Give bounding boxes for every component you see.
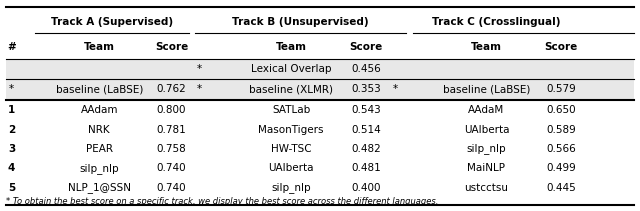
Text: MasonTigers: MasonTigers (259, 124, 324, 135)
Text: Team: Team (471, 42, 502, 53)
Text: silp_nlp: silp_nlp (467, 143, 506, 154)
Text: silp_nlp: silp_nlp (79, 163, 119, 174)
Text: Team: Team (84, 42, 115, 53)
Text: PEAR: PEAR (86, 144, 113, 154)
Text: 0.456: 0.456 (351, 64, 381, 74)
Text: *: * (197, 64, 202, 74)
Text: 0.400: 0.400 (351, 183, 381, 193)
Text: Score: Score (349, 42, 383, 53)
Bar (6, 79, 634, 100)
Text: baseline (XLMR): baseline (XLMR) (249, 84, 333, 94)
Text: 4: 4 (8, 163, 15, 173)
Text: 0.579: 0.579 (547, 84, 576, 94)
Text: 0.650: 0.650 (547, 105, 576, 115)
Text: Team: Team (276, 42, 307, 53)
Text: MaiNLP: MaiNLP (467, 163, 506, 173)
Text: UAlberta: UAlberta (463, 124, 509, 135)
Text: *: * (9, 84, 14, 94)
Text: 0.499: 0.499 (547, 163, 576, 173)
Text: *: * (393, 84, 398, 94)
Text: AAdaM: AAdaM (468, 105, 504, 115)
Text: 0.758: 0.758 (157, 144, 186, 154)
Text: 1: 1 (8, 105, 15, 115)
Text: *: * (197, 84, 202, 94)
Bar (6, 59, 634, 79)
Text: baseline (LaBSE): baseline (LaBSE) (56, 84, 143, 94)
Text: NRK: NRK (88, 124, 110, 135)
Text: AAdam: AAdam (81, 105, 118, 115)
Text: 0.566: 0.566 (547, 144, 576, 154)
Text: Track C (Crosslingual): Track C (Crosslingual) (432, 17, 560, 27)
Text: Score: Score (545, 42, 578, 53)
Text: Track A (Supervised): Track A (Supervised) (51, 17, 173, 27)
Text: SATLab: SATLab (272, 105, 310, 115)
Text: 0.762: 0.762 (157, 84, 186, 94)
Text: 0.482: 0.482 (351, 144, 381, 154)
Text: Track B (Unsupervised): Track B (Unsupervised) (232, 17, 369, 27)
Text: * To obtain the best score on a specific track, we display the best score across: * To obtain the best score on a specific… (6, 197, 439, 206)
Text: 0.543: 0.543 (351, 105, 381, 115)
Text: NLP_1@SSN: NLP_1@SSN (68, 182, 131, 193)
Text: 2: 2 (8, 124, 15, 135)
Text: baseline (LaBSE): baseline (LaBSE) (443, 84, 530, 94)
Text: 0.800: 0.800 (157, 105, 186, 115)
Text: Score: Score (155, 42, 188, 53)
Text: 5: 5 (8, 183, 15, 193)
Text: 0.781: 0.781 (157, 124, 186, 135)
Text: HW-TSC: HW-TSC (271, 144, 312, 154)
Text: 0.353: 0.353 (351, 84, 381, 94)
Text: 0.740: 0.740 (157, 183, 186, 193)
Text: 0.481: 0.481 (351, 163, 381, 173)
Text: 0.589: 0.589 (547, 124, 576, 135)
Text: #: # (7, 42, 16, 53)
Text: 0.740: 0.740 (157, 163, 186, 173)
Text: silp_nlp: silp_nlp (271, 182, 311, 193)
Text: 3: 3 (8, 144, 15, 154)
Text: 0.445: 0.445 (547, 183, 576, 193)
Text: 0.514: 0.514 (351, 124, 381, 135)
Text: UAlberta: UAlberta (268, 163, 314, 173)
Text: Lexical Overlap: Lexical Overlap (251, 64, 332, 74)
Text: ustcctsu: ustcctsu (465, 183, 508, 193)
